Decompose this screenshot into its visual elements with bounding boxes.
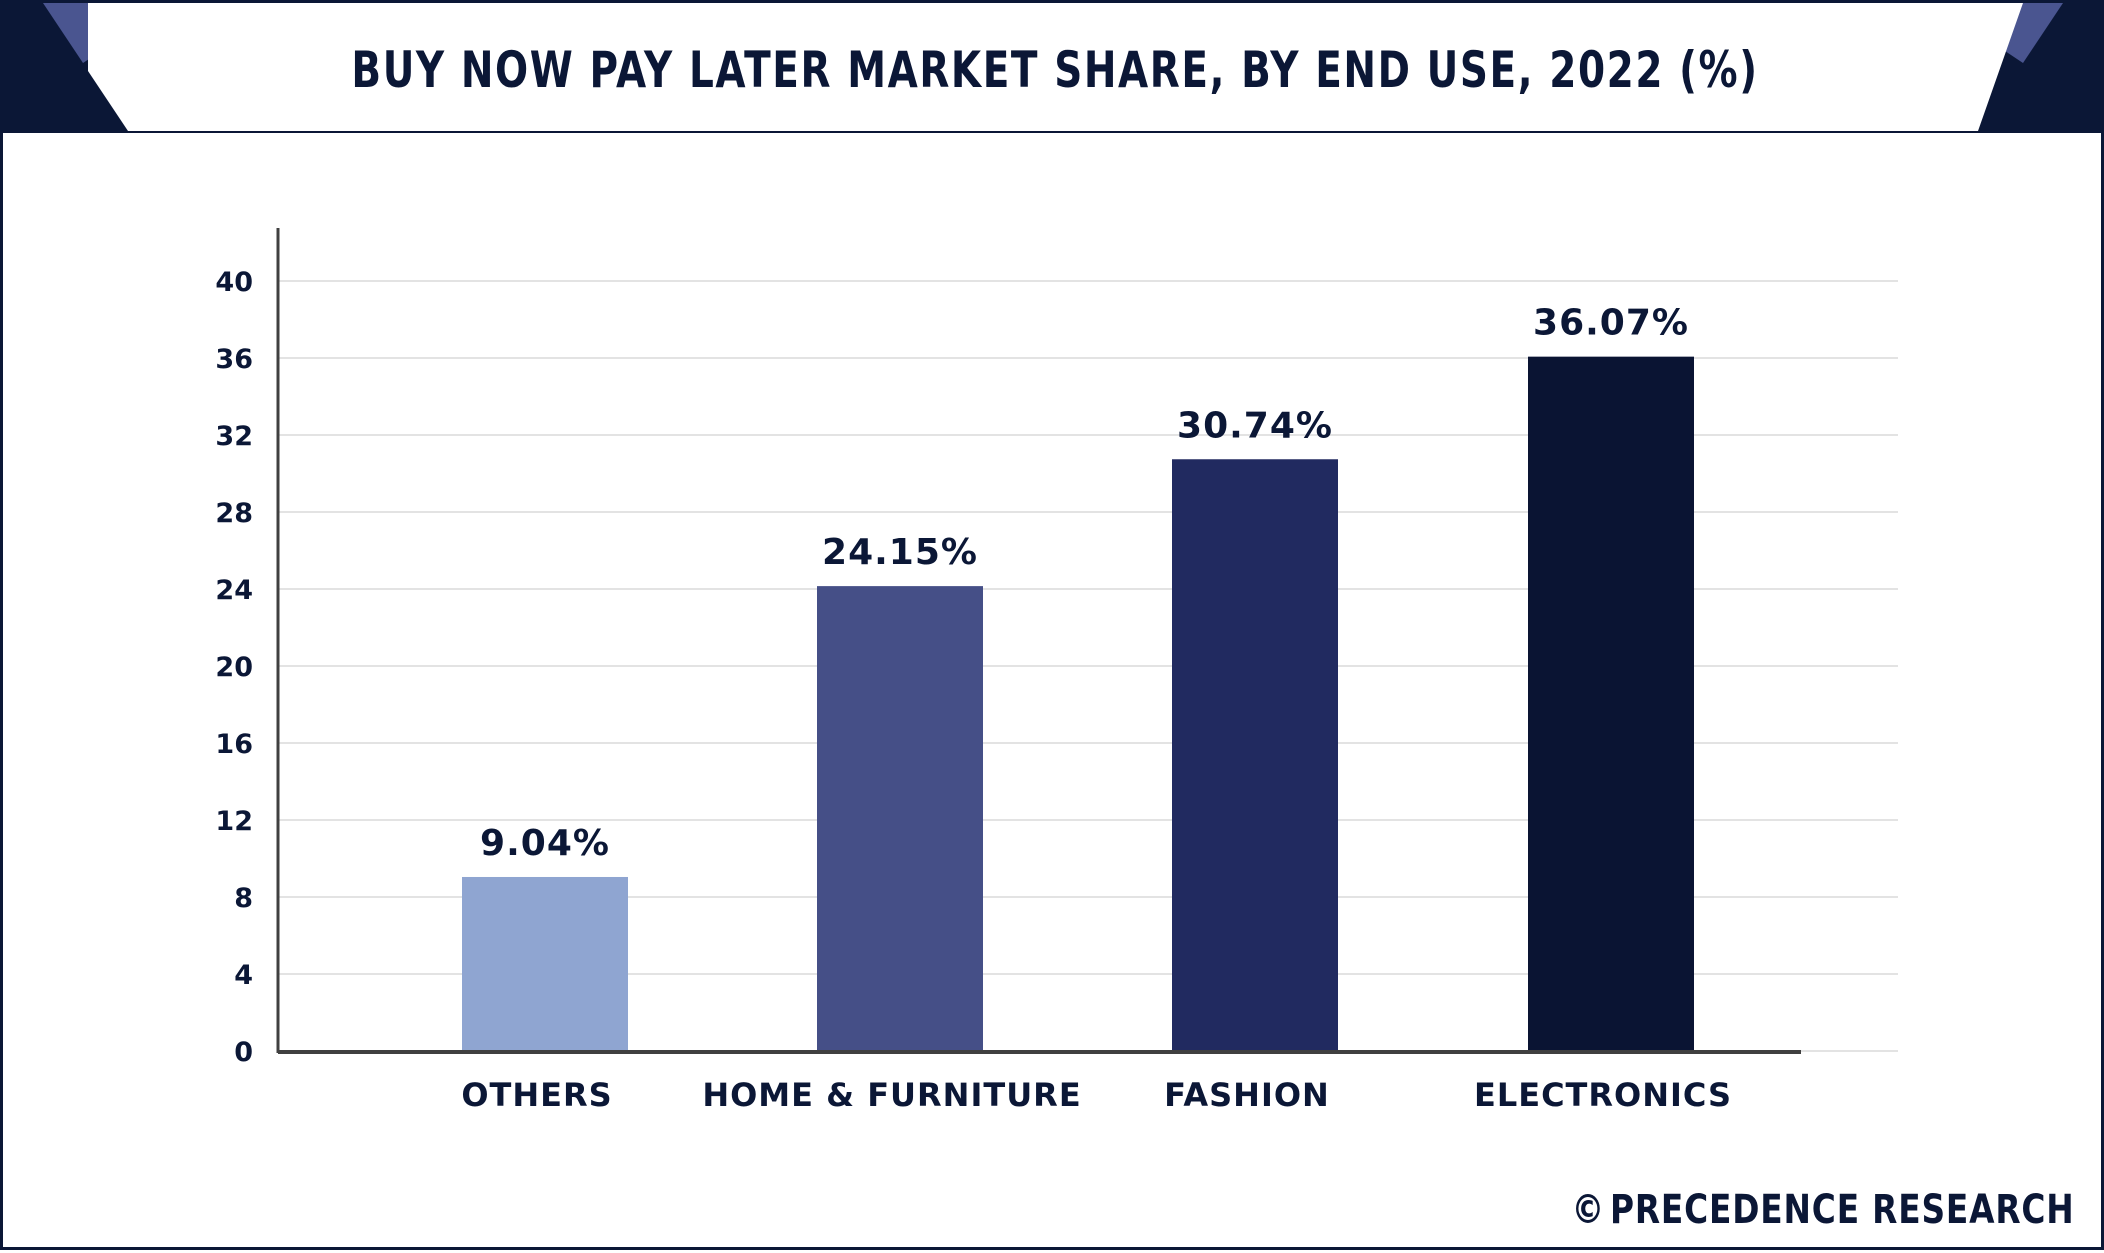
bar-value-label: 30.74%	[1177, 405, 1333, 446]
bar-home-furniture	[817, 586, 983, 1051]
copyright-icon: ©	[1571, 1187, 1606, 1233]
y-tick-label: 40	[215, 267, 253, 298]
y-tick-label: 0	[234, 1037, 253, 1068]
y-tick-label: 32	[215, 421, 253, 452]
x-category-label: ELECTRONICS	[1474, 1076, 1732, 1114]
bar-others	[462, 876, 628, 1051]
chart-title: BUY NOW PAY LATER MARKET SHARE, BY END U…	[351, 41, 1759, 99]
axes	[276, 228, 1801, 1054]
y-tick-label: 20	[215, 652, 253, 683]
bar-value-label: 36.07%	[1533, 303, 1689, 344]
x-category-label: OTHERS	[461, 1076, 612, 1114]
y-tick-label: 16	[215, 729, 253, 760]
watermark-text: PRECEDENCE RESEARCH	[1610, 1187, 2075, 1233]
labels: 0 4 8 12 16 20 24 28 32 36 40 9.04% OTHERS 24.15% HOME…	[215, 267, 1732, 1114]
bar-chart: 0 4 8 12 16 20 24 28 32 36 40 9.04% OTHERS 24.15% HOME…	[215, 228, 1898, 1114]
banner-decoration	[43, 3, 2063, 131]
bar-electronics	[1528, 356, 1694, 1052]
title-banner: BUY NOW PAY LATER MARKET SHARE, BY END U…	[3, 3, 2104, 133]
source-watermark: © PRECEDENCE RESEARCH	[1572, 1187, 2075, 1233]
y-tick-label: 12	[215, 806, 253, 837]
y-tick-label: 36	[215, 344, 253, 375]
y-tick-label: 8	[234, 883, 253, 914]
bars	[462, 356, 1694, 1052]
banner-white-panel	[88, 3, 2023, 131]
bar-fashion	[1172, 459, 1338, 1051]
y-tick-label: 28	[215, 498, 253, 529]
y-tick-label: 4	[234, 960, 253, 991]
y-tick-label: 24	[215, 575, 253, 606]
x-category-label: FASHION	[1164, 1076, 1330, 1114]
x-category-label: HOME & FURNITURE	[702, 1076, 1081, 1114]
bar-value-label: 9.04%	[480, 823, 610, 864]
bar-value-label: 24.15%	[822, 532, 978, 573]
